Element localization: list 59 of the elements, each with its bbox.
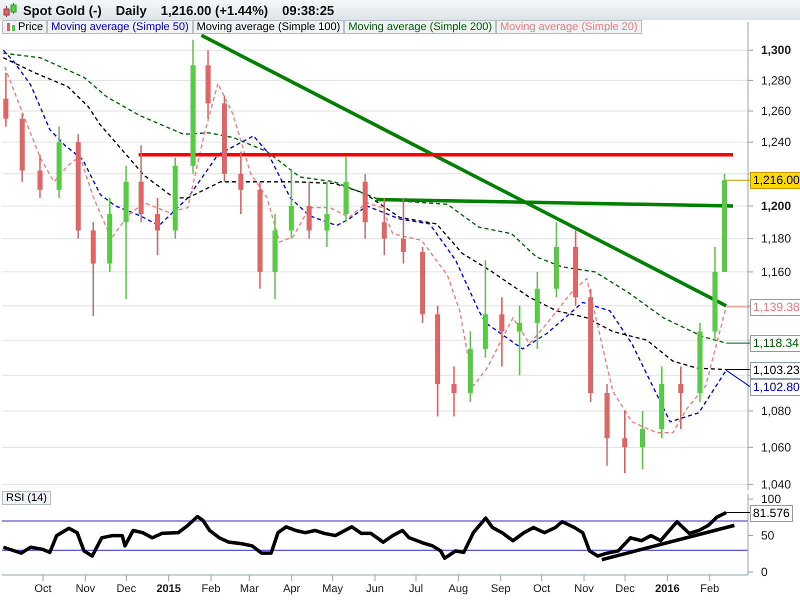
legend-label: Price (18, 21, 44, 33)
text: 1,216.00 (+1.44%) (160, 2, 268, 18)
x-tick-label: Feb (202, 583, 221, 595)
candlestick (640, 410, 646, 470)
y-tick-label: 1,080 (761, 404, 792, 418)
text: Moving average (Simple 20) (500, 21, 638, 33)
y-tick-label: 1,200 (761, 198, 792, 213)
x-tick-label: Apr (283, 583, 301, 595)
chart-title: Spot Gold (-) (23, 2, 102, 18)
candlestick (154, 197, 160, 256)
annotation: 1,216.00 (750, 172, 800, 190)
text: Moving average (Simple 200) (348, 21, 492, 33)
x-tick-label: Dec (615, 583, 636, 595)
text: RSI (14) (6, 492, 47, 504)
x-tick-label: Oct (533, 583, 550, 595)
annotation: 81.576 (750, 504, 793, 522)
candlestick (517, 305, 522, 376)
annotation: 1,139.38 (750, 298, 800, 316)
candlestick (400, 197, 406, 264)
y-tick-label: 1,180 (761, 232, 792, 246)
text: Daily (116, 2, 147, 18)
x-tick-label: 2016 (655, 583, 680, 595)
candlestick (37, 154, 42, 199)
text: 09:38:25 (282, 2, 334, 18)
candlestick (451, 366, 456, 418)
y-tick-label: 50 (761, 528, 775, 543)
x-tick-label: Sep (490, 583, 510, 595)
x-tick-label: Jul (408, 583, 424, 595)
candlestick (622, 410, 628, 474)
candlestick (499, 296, 504, 368)
x-tick-label: Nov (574, 583, 594, 595)
text: Moving average (Simple 50) (51, 21, 189, 33)
candlestick (678, 366, 684, 430)
y-tick-label: 100 (761, 492, 782, 506)
y-tick-label: 0 (761, 565, 768, 580)
candlestick (3, 72, 8, 128)
annotation: 1,118.34 (750, 335, 800, 352)
x-tick-label: May (322, 583, 344, 595)
annotation: 1,103.23 (750, 362, 800, 379)
x-tick-label: Nov (76, 583, 96, 595)
y-tick-label: 1,240 (761, 135, 792, 150)
y-tick-label: 1,040 (761, 477, 792, 492)
x-tick-label: 2015 (156, 583, 181, 595)
annotation: 1,102.80 (750, 378, 800, 396)
y-tick-label: 1,300 (761, 43, 792, 58)
y-tick-label: 1,280 (761, 73, 792, 88)
x-tick-label: Mar (240, 583, 260, 595)
y-tick-label: 1,260 (761, 104, 792, 118)
x-tick-label: Dec (116, 583, 137, 595)
x-tick-label: Feb (700, 583, 720, 595)
x-tick-label: Aug (448, 583, 468, 595)
candlestick (238, 150, 244, 215)
y-tick-label: 1,160 (761, 264, 792, 279)
text: Moving average (Simple 100) (196, 21, 340, 33)
y-tick-label: 1,060 (761, 440, 792, 454)
x-tick-label: Oct (34, 583, 52, 595)
candlestick (324, 181, 330, 248)
candlestick (382, 197, 387, 256)
x-tick-label: Jun (366, 583, 384, 595)
